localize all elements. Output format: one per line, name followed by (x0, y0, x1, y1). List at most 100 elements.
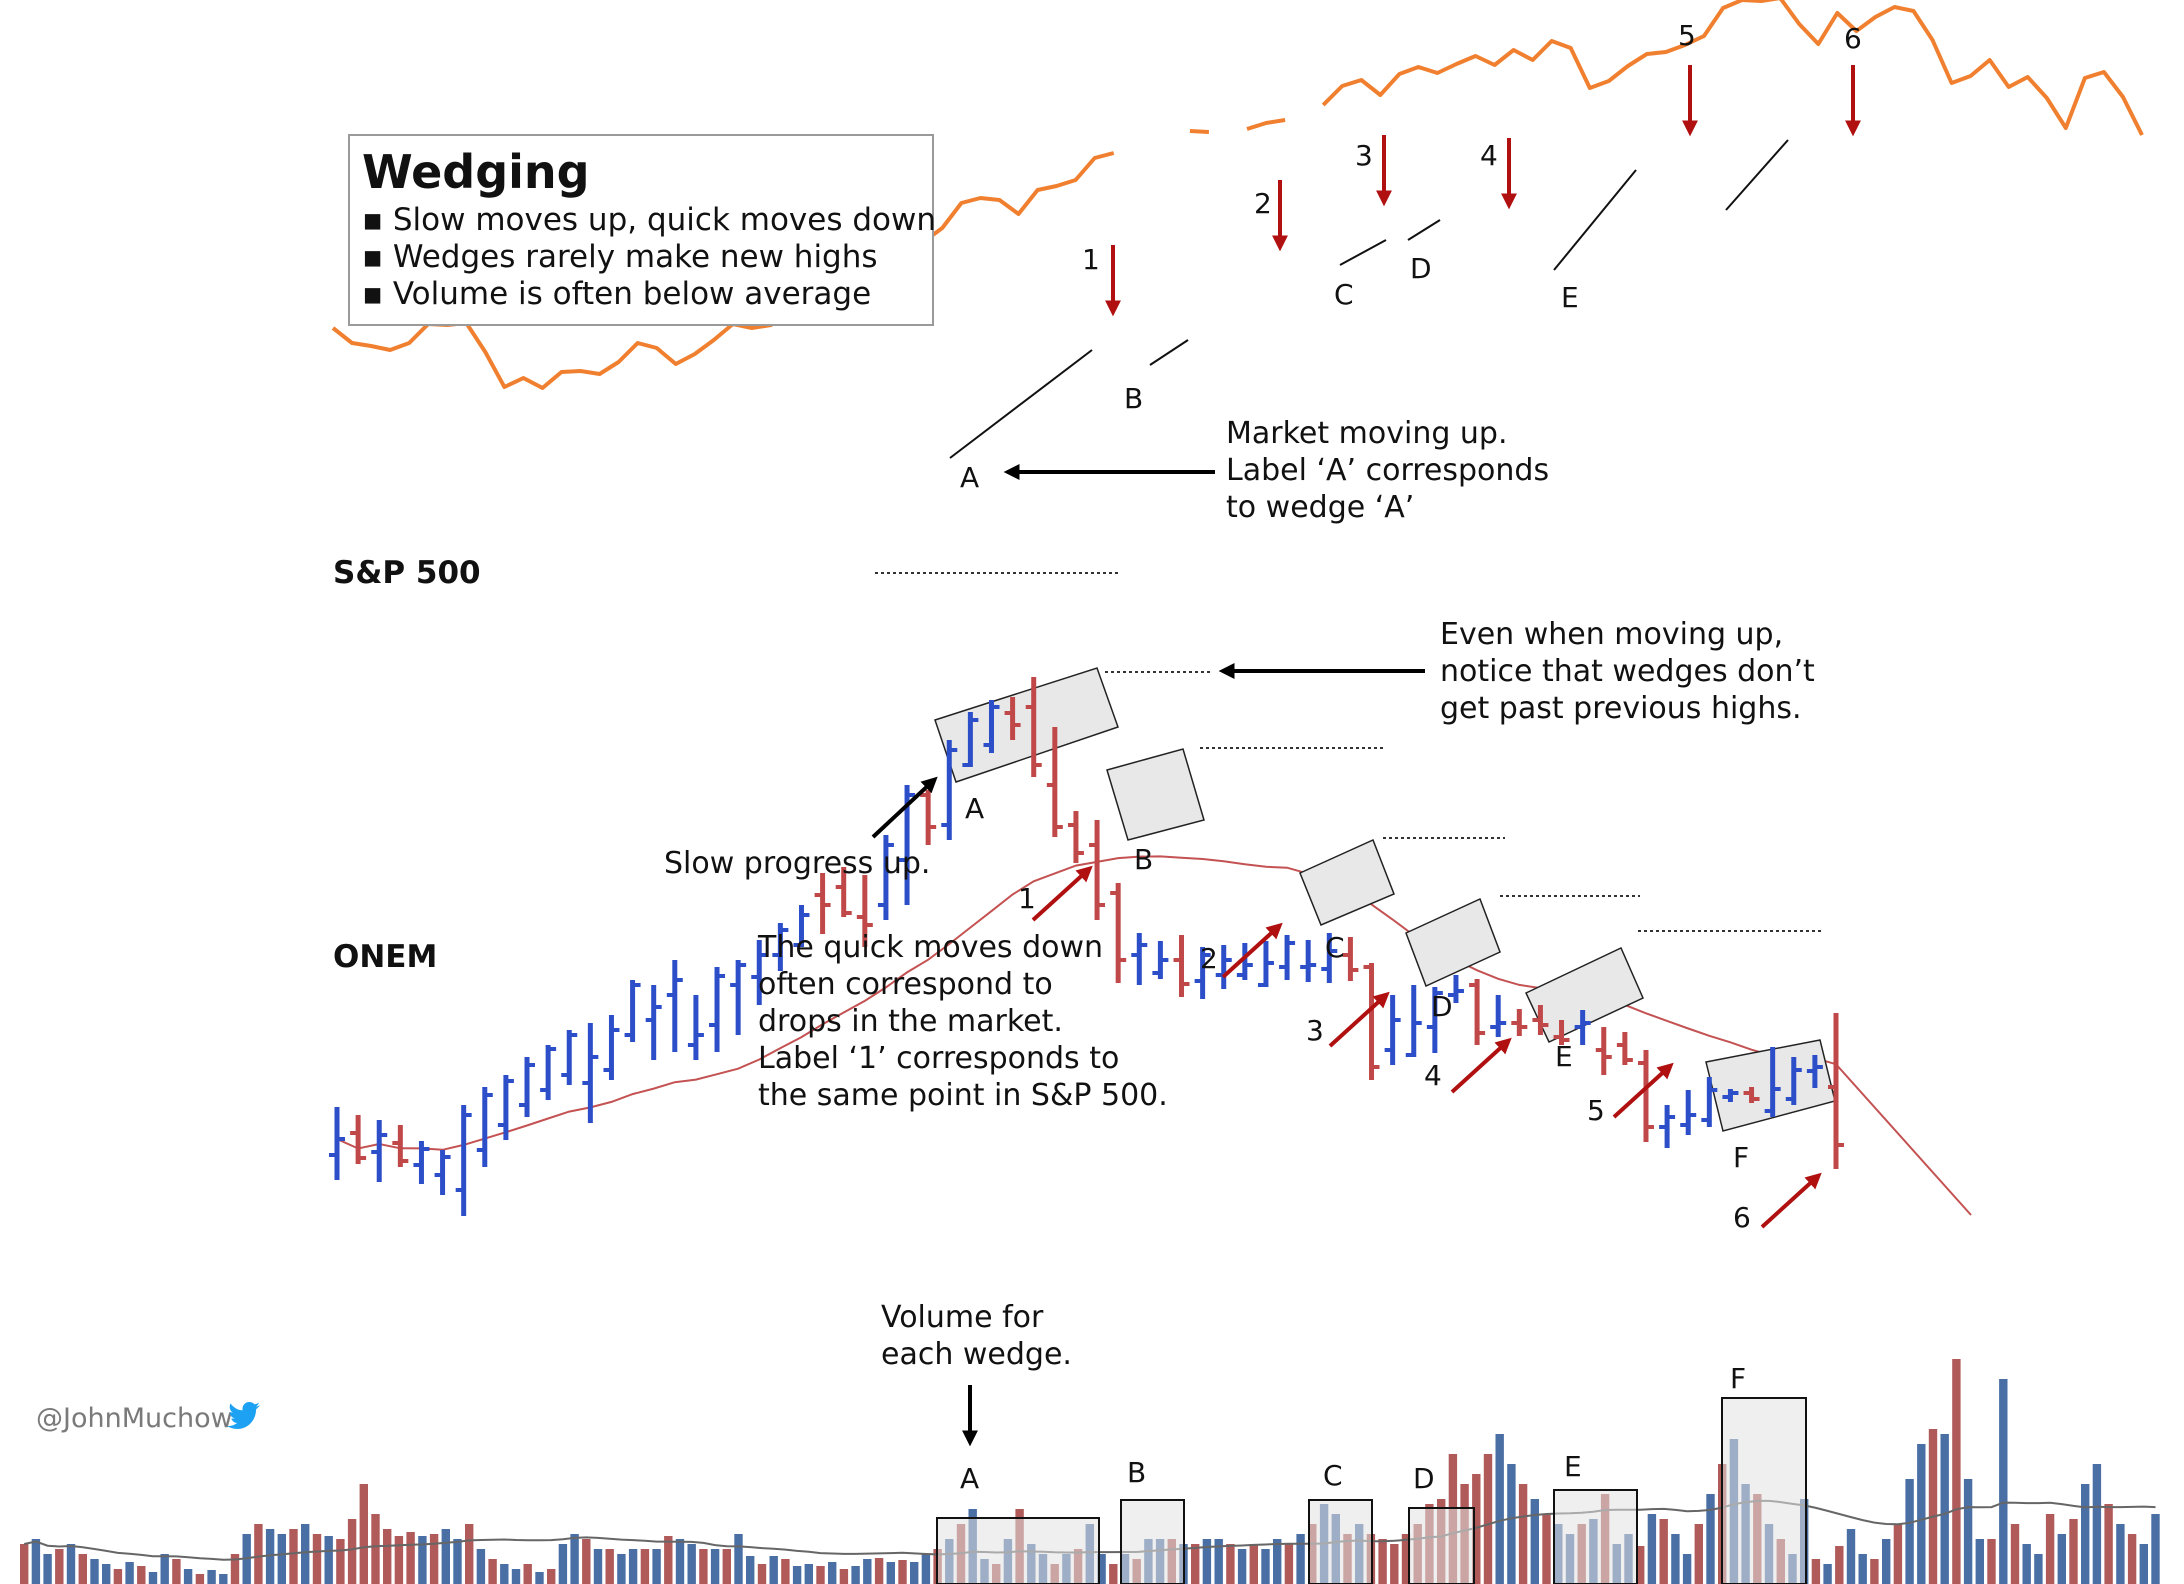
market-up-line-2: Label ‘A’ corresponds (1226, 453, 1549, 488)
volume-bar (792, 1566, 802, 1584)
volume-bar (371, 1514, 380, 1584)
vol-label-a: A (960, 1462, 979, 1495)
onem-wedge-label-a: A (965, 792, 984, 825)
onem-wedge-label-b: B (1134, 843, 1153, 876)
vol-box-d (1408, 1507, 1475, 1584)
volume-bar (687, 1544, 696, 1584)
highs-line-1: Even when moving up, (1440, 617, 1783, 652)
vol-box-f (1721, 1397, 1807, 1584)
ohlc-bar (645, 985, 662, 1060)
volume-bar (781, 1559, 790, 1584)
highs-note: Even when moving up, notice that wedges … (1440, 617, 1815, 726)
volume-bar (1987, 1539, 1996, 1584)
ohlc-bar (1257, 941, 1274, 987)
volume-bar (1858, 1554, 1867, 1584)
volume-line-2: each wedge. (881, 1337, 1072, 1372)
sp-marker-label-5: 5 (1678, 19, 1696, 52)
volume-bar (43, 1554, 52, 1584)
volume-bar (277, 1534, 286, 1584)
volume-bar (1273, 1539, 1282, 1584)
ohlc-bar (709, 967, 726, 1052)
ohlc-bar (941, 740, 958, 840)
sp-wedge-label-a: A (960, 461, 979, 494)
ohlc-bar (1300, 940, 1317, 982)
volume-bar (172, 1559, 181, 1584)
volume-wedge-boxes (936, 1397, 1807, 1584)
ohlc-bar (392, 1125, 409, 1167)
volume-bar (20, 1544, 29, 1584)
volume-bar (66, 1544, 76, 1584)
ohlc-bar (1067, 811, 1084, 863)
volume-bar (488, 1559, 497, 1584)
ohlc-bar (1194, 947, 1211, 999)
quick-down-note: The quick moves down often correspond to… (757, 930, 1168, 1113)
sp-wedge-line-e (1553, 169, 1637, 271)
ohlc-bar (540, 1045, 557, 1100)
ohlc-bar (1131, 933, 1148, 985)
ohlc-bar (1680, 1090, 1697, 1135)
drop-label-4: 4 (1424, 1059, 1442, 1092)
ohlc-bar (1701, 1077, 1718, 1127)
ohlc-bar (1089, 820, 1106, 920)
vol-label-d: D (1413, 1462, 1435, 1495)
sp-marker-label-1: 1 (1082, 243, 1100, 276)
ohlc-bar (1743, 1087, 1760, 1103)
volume-bar (511, 1569, 521, 1584)
sp500-line (331, 0, 2144, 390)
ohlc-bar (1553, 1020, 1570, 1045)
legend-item-2: Wedges rarely make new highs (362, 239, 920, 276)
ohlc-bar (1046, 727, 1063, 837)
volume-bar (1870, 1559, 1879, 1584)
volume-bar (1835, 1546, 1844, 1584)
volume-bar (1905, 1479, 1914, 1584)
volume-bar (137, 1566, 146, 1584)
volume-bar (1214, 1539, 1223, 1584)
drop-arrow-4 (1450, 1037, 1512, 1094)
sp-wedge-line-b (1149, 339, 1189, 366)
volume-bar (1390, 1544, 1399, 1584)
ohlc-bar (1384, 995, 1401, 1065)
volume-bar (851, 1566, 860, 1584)
ohlc-bar (582, 1023, 599, 1123)
ohlc-bar (1004, 697, 1021, 740)
volume-bar (148, 1572, 158, 1584)
volume-bar (898, 1560, 907, 1584)
quick-down-line-2: often correspond to (758, 967, 1053, 1002)
onem-title: ONEM (333, 939, 437, 975)
volume-bar (1518, 1484, 1528, 1584)
drop-label-2: 2 (1200, 942, 1218, 975)
volume-bar (863, 1559, 872, 1584)
ohlc-bar (1236, 943, 1253, 980)
vol-label-c: C (1323, 1459, 1343, 1492)
volume-bar (2127, 1534, 2137, 1584)
volume-bar (1530, 1499, 1539, 1584)
slow-progress-arrow (871, 776, 938, 839)
sp-wedge-line-c (1339, 239, 1387, 266)
ohlc-bar (413, 1141, 430, 1184)
volume-bar (1975, 1539, 1984, 1584)
ohlc-bar (1722, 1089, 1739, 1102)
ohlc-bar (1616, 1032, 1633, 1065)
sp-wedge-line-a (949, 349, 1093, 459)
market-up-line-3: to wedge ‘A’ (1226, 490, 1414, 525)
ohlc-bar (751, 940, 768, 1005)
volume-bar (2139, 1544, 2148, 1584)
volume-bar (1636, 1546, 1645, 1584)
onem-wedge-labels: A B C D E F (965, 792, 1749, 1174)
volume-note: Volume for each wedge. (881, 1300, 1072, 1372)
ohlc-bar (561, 1030, 578, 1085)
volume-bar (816, 1566, 825, 1584)
ohlc-bar (1025, 677, 1042, 777)
volume-bar (1846, 1529, 1856, 1584)
drop-arrow-2 (1221, 922, 1283, 979)
volume-bar (640, 1549, 650, 1584)
volume-bar (429, 1534, 439, 1584)
volume-bar (1999, 1379, 2008, 1584)
ohlc-bar (835, 867, 852, 917)
volume-bar (1507, 1464, 1516, 1584)
ohlc-bar (455, 1105, 472, 1216)
volume-bar (2022, 1544, 2031, 1584)
volume-wedge-labels: A B C D E F (960, 1362, 1746, 1495)
volume-bar (219, 1574, 228, 1584)
